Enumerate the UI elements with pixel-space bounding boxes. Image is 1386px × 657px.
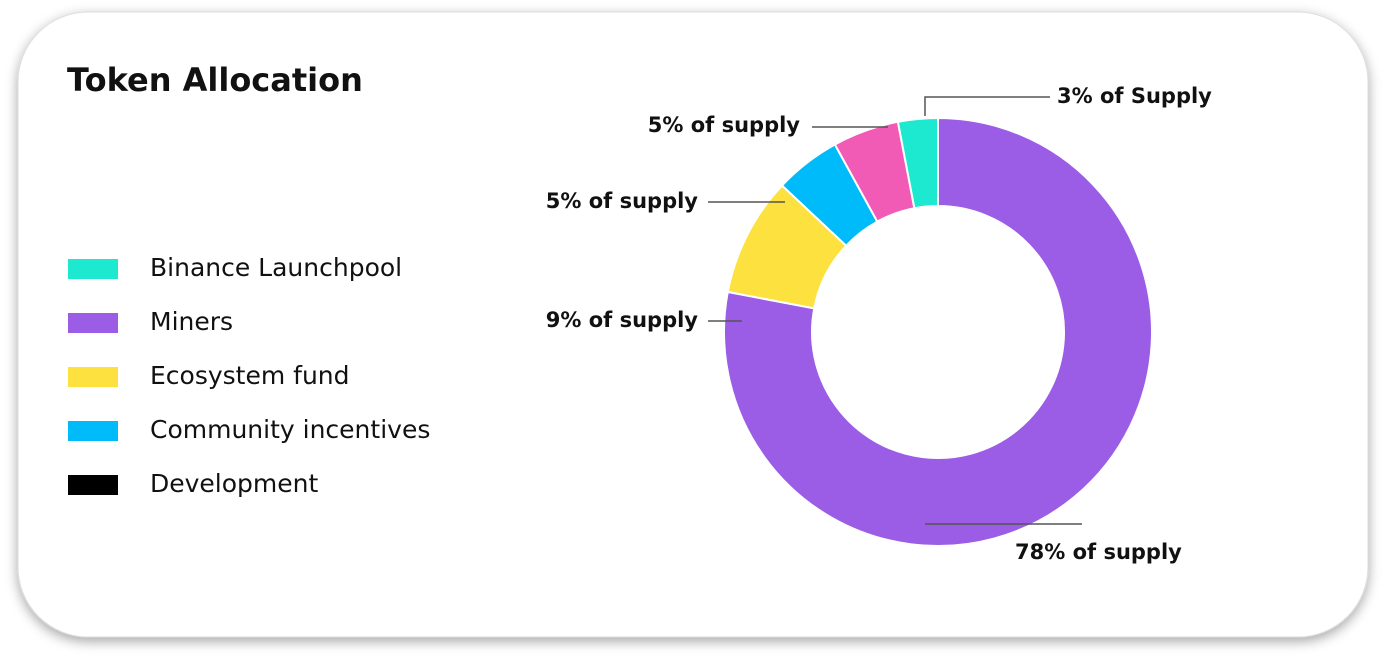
data-label: 9% of supply bbox=[546, 308, 699, 332]
legend-swatch bbox=[68, 475, 118, 495]
data-label: 3% of Supply bbox=[1057, 84, 1212, 108]
legend-swatch bbox=[68, 367, 118, 387]
legend-label: Community incentives bbox=[150, 415, 430, 444]
legend-swatch bbox=[68, 421, 118, 441]
leader-line bbox=[924, 96, 1050, 116]
legend-swatch bbox=[68, 259, 118, 279]
slice bbox=[723, 116, 1153, 547]
data-label: 5% of supply bbox=[648, 113, 801, 137]
legend-label: Miners bbox=[150, 307, 233, 336]
chart-title: Token Allocation bbox=[67, 61, 363, 99]
data-label: 78% of supply bbox=[1015, 540, 1182, 564]
legend-label: Binance Launchpool bbox=[150, 253, 402, 282]
legend-swatch bbox=[68, 313, 118, 333]
data-label: 5% of supply bbox=[546, 189, 699, 213]
legend-label: Ecosystem fund bbox=[150, 361, 350, 390]
legend-label: Development bbox=[150, 469, 318, 498]
slice bbox=[896, 116, 939, 210]
